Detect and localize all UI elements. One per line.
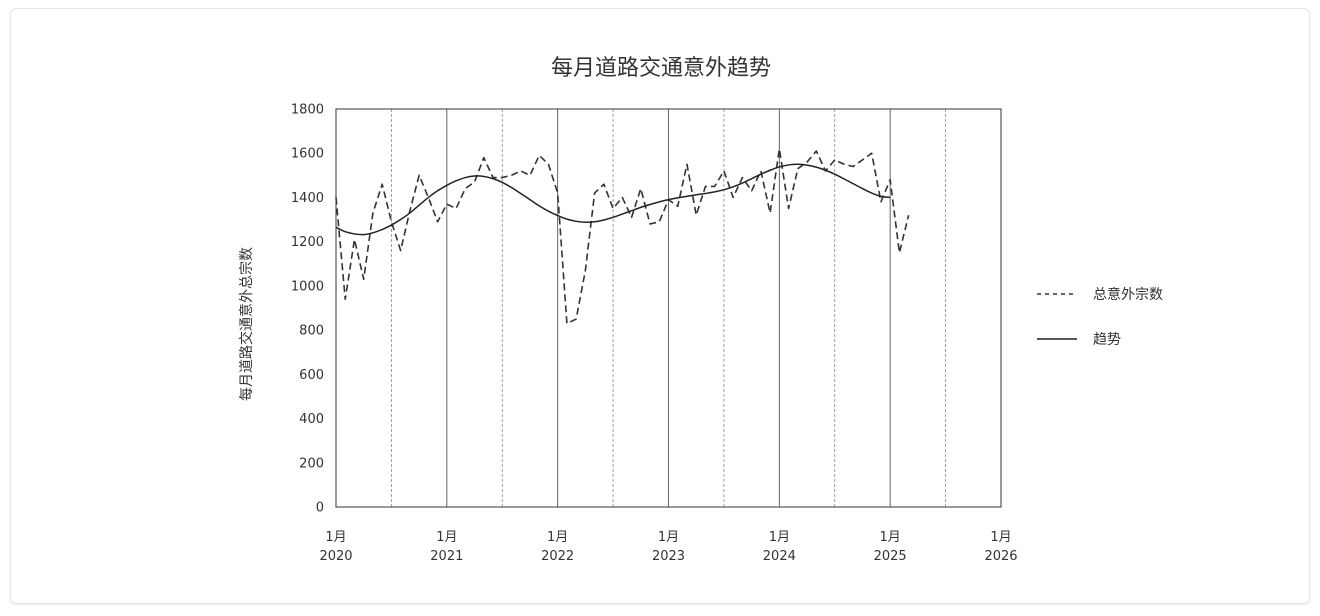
y-axis-label: 每月道路交通意外总宗数 — [238, 247, 255, 401]
x-tick-year: 2025 — [874, 549, 907, 564]
legend-label: 趋势 — [1093, 332, 1121, 348]
y-tick-label: 1600 — [291, 147, 324, 162]
y-tick-label: 0 — [316, 501, 324, 516]
y-tick-label: 800 — [299, 324, 324, 339]
x-tick-month: 1月 — [990, 530, 1011, 545]
x-tick-month: 1月 — [769, 530, 790, 545]
series-line-trend — [335, 163, 891, 236]
chart-card: 每月道路交通意外趋势 每月道路交通意外总宗数 0 200 400 600 800 1000… — [10, 8, 1310, 604]
x-axis-ticks: 1月 2020 1月 2021 1月 2022 1月 2023 1月 2024 1月 2025 1月 20… — [319, 530, 1017, 564]
x-tick-year: 2022 — [541, 549, 574, 564]
y-tick-label: 1400 — [291, 191, 324, 206]
x-tick-month: 1月 — [325, 530, 346, 545]
y-tick-label: 1800 — [291, 103, 324, 118]
x-tick-month: 1月 — [436, 530, 457, 545]
x-tick-year: 2024 — [763, 549, 796, 564]
y-tick-label: 400 — [299, 412, 324, 427]
x-tick-year: 2023 — [652, 549, 685, 564]
series-line-total-accidents — [335, 148, 910, 325]
y-tick-label: 600 — [299, 368, 324, 383]
plot-frame — [335, 108, 1002, 508]
x-tick-year: 2026 — [984, 549, 1017, 564]
y-axis-ticks: 0 200 400 600 800 1000 1200 1400 1600 1800 — [291, 103, 324, 516]
x-tick-month: 1月 — [880, 530, 901, 545]
line-chart: 每月道路交通意外趋势 每月道路交通意外总宗数 0 200 400 600 800 1000… — [238, 56, 1163, 564]
legend-label: 总意外宗数 — [1093, 286, 1163, 303]
y-tick-label: 1200 — [291, 235, 324, 250]
series-layer — [335, 148, 910, 325]
x-tick-year: 2021 — [430, 549, 463, 564]
chart-title: 每月道路交通意外趋势 — [551, 56, 771, 81]
x-tick-month: 1月 — [547, 530, 568, 545]
y-tick-label: 1000 — [291, 279, 324, 294]
x-tick-month: 1月 — [658, 530, 679, 545]
y-tick-label: 200 — [299, 456, 324, 471]
grid-lines — [391, 109, 946, 507]
x-tick-year: 2020 — [319, 549, 352, 564]
